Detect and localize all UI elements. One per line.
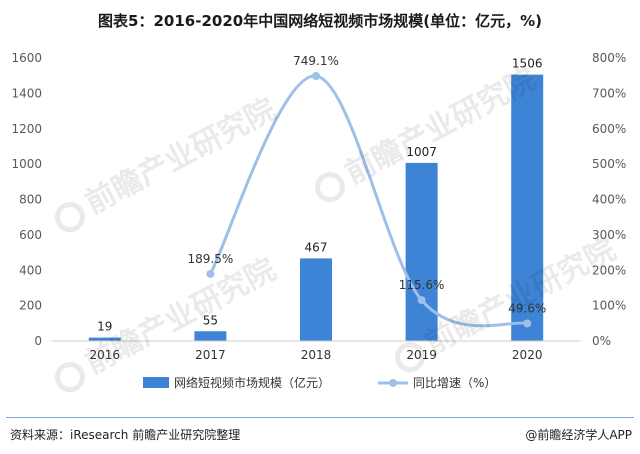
bar <box>88 337 121 341</box>
right-axis-tick-label: 100% <box>592 299 626 313</box>
right-axis-tick-label: 400% <box>592 193 626 207</box>
left-axis-tick-label: 1400 <box>11 86 42 100</box>
growth-rate-point <box>312 72 320 81</box>
bar-data-label: 467 <box>305 240 328 254</box>
footer: 资料来源：iResearch 前瞻产业研究院整理 @前瞻经济学人APP <box>0 422 640 446</box>
left-axis-tick-label: 1600 <box>11 51 42 65</box>
bar <box>194 331 227 341</box>
left-axis-tick-label: 200 <box>19 299 42 313</box>
right-axis-tick-label: 200% <box>592 263 626 277</box>
x-axis-tick-label: 2017 <box>195 348 226 362</box>
right-axis-tick-label: 800% <box>592 51 626 65</box>
bar-data-label: 19 <box>97 320 112 334</box>
bar <box>511 74 544 341</box>
line-data-label: 115.6% <box>399 278 445 292</box>
bar <box>405 162 438 341</box>
left-axis-tick-label: 600 <box>19 228 42 242</box>
right-axis-tick-label: 600% <box>592 122 626 136</box>
right-axis-tick-label: 0% <box>592 334 611 348</box>
line-data-label: 749.1% <box>293 54 339 68</box>
source-note: 资料来源：iResearch 前瞻产业研究院整理 <box>10 428 241 442</box>
legend-bar-swatch <box>143 377 169 388</box>
x-axis-tick-label: 2018 <box>301 348 332 362</box>
footer-divider <box>6 417 634 418</box>
brand-credit: @前瞻经济学人APP <box>525 428 632 442</box>
line-data-label: 189.5% <box>188 252 234 266</box>
growth-rate-line <box>209 74 528 328</box>
growth-rate-point <box>417 296 426 305</box>
left-axis-tick-label: 0 <box>34 334 42 348</box>
bar-data-label: 55 <box>203 313 218 327</box>
legend-line-label: 同比增速（%） <box>413 376 496 390</box>
bar <box>300 258 332 341</box>
right-axis-tick-label: 500% <box>592 157 626 171</box>
bar-data-label: 1506 <box>512 57 543 71</box>
growth-rate-point <box>206 269 215 278</box>
x-axis-tick-label: 2016 <box>90 348 121 362</box>
left-axis-tick-label: 400 <box>19 263 42 277</box>
left-axis-tick-label: 800 <box>19 193 42 207</box>
left-axis-tick-label: 1200 <box>11 122 42 136</box>
chart-title: 图表5：2016-2020年中国网络短视频市场规模(单位：亿元，%) <box>98 12 542 30</box>
x-axis-tick-label: 2020 <box>512 348 543 362</box>
right-axis-tick-label: 300% <box>592 228 626 242</box>
legend-bar-label: 网络短视频市场规模（亿元） <box>174 375 330 390</box>
left-axis-tick-label: 1000 <box>11 157 42 171</box>
line-data-label: 49.6% <box>508 301 546 315</box>
x-axis-tick-label: 2019 <box>406 348 437 362</box>
bar-data-label: 1007 <box>406 145 437 159</box>
growth-rate-point <box>523 319 532 328</box>
right-axis-tick-label: 700% <box>592 86 626 100</box>
legend-line-marker <box>389 379 397 387</box>
